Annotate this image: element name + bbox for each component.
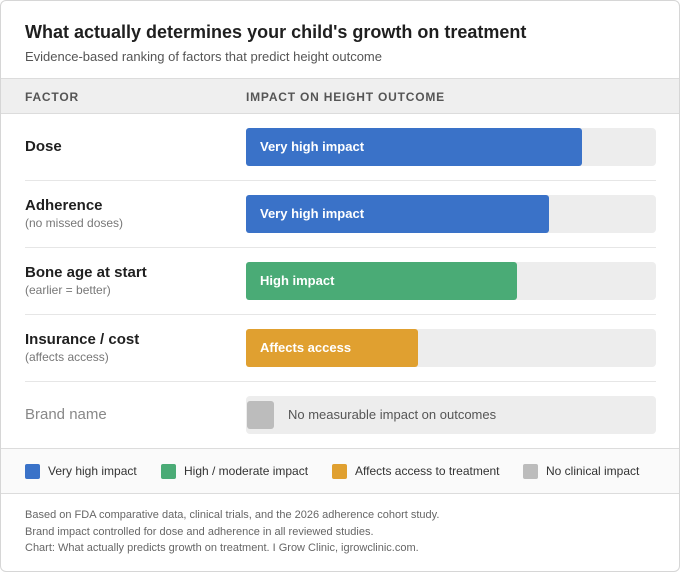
factor-cell: Bone age at start (earlier = better) (25, 248, 235, 314)
legend-label: Very high impact (48, 464, 137, 478)
chart-legend: Very high impact High / moderate impact Af… (1, 448, 679, 494)
impact-bar-track: No measurable impact on outcomes (246, 396, 656, 434)
factor-name: Dose (25, 138, 62, 155)
factor-row-dose: Dose Very high impact (25, 114, 656, 181)
legend-label: No clinical impact (546, 464, 640, 478)
factor-row-insurance-cost: Insurance / cost (affects access) Affects … (25, 315, 656, 382)
legend-label: Affects access to treatment (355, 464, 500, 478)
impact-bar-track: High impact (246, 262, 656, 300)
factor-cell: Dose (25, 114, 235, 180)
impact-bar-track: Very high impact (246, 128, 656, 166)
legend-item: No clinical impact (523, 463, 639, 479)
factor-cell: Insurance / cost (affects access) (25, 315, 235, 381)
legend-item: Affects access to treatment (332, 463, 500, 479)
chart-subtitle: Evidence-based ranking of factors that p… (25, 49, 382, 64)
impact-bar-track: Affects access (246, 329, 656, 367)
impact-bar-label: High impact (260, 273, 335, 288)
factor-note: (affects access) (25, 350, 109, 364)
factor-note: (earlier = better) (25, 283, 111, 297)
impact-bar-label: No measurable impact on outcomes (288, 407, 497, 422)
legend-swatch (25, 463, 40, 479)
factor-row-bone-age-at-start: Bone age at start (earlier = better) High … (25, 248, 656, 315)
impact-bar-track: Very high impact (246, 195, 656, 233)
legend-item: Very high impact (25, 463, 137, 479)
impact-bar-adherence: Very high impact (246, 195, 550, 233)
legend-item: High / moderate impact (161, 463, 308, 479)
impact-bar-bone-age-at-start: High impact (246, 262, 517, 300)
column-header-factor: FACTOR (25, 90, 79, 104)
chart-title: What actually determines your child's gr… (25, 22, 527, 42)
legend-swatch (523, 463, 538, 479)
chart-header: What actually determines your child's gr… (1, 1, 679, 78)
factor-cell: Brand name (25, 382, 235, 448)
factor-cell: Adherence (no missed doses) (25, 181, 235, 247)
footnote-line: Brand impact controlled for dose and adh… (25, 525, 374, 538)
legend-swatch (332, 463, 347, 479)
factor-row-adherence: Adherence (no missed doses) Very high impa… (25, 181, 656, 248)
legend-label: High / moderate impact (184, 464, 309, 478)
legend-swatch (161, 463, 176, 479)
factor-name: Brand name (25, 406, 107, 423)
factor-name: Insurance / cost (25, 331, 140, 348)
impact-bar-brand-name (247, 401, 274, 429)
impact-bar-insurance-cost: Affects access (246, 329, 419, 367)
impact-bar-dose: Very high impact (246, 128, 583, 166)
impact-bar-label: Very high impact (260, 206, 365, 221)
footnote-line: Based on FDA comparative data, clinical … (25, 509, 440, 521)
footnote-line: Chart: What actually predicts growth on … (25, 542, 419, 554)
factor-name: Adherence (25, 197, 103, 214)
impact-bar-label: Very high impact (260, 139, 365, 154)
impact-bar-label: Affects access (260, 340, 352, 355)
factor-note: (no missed doses) (25, 216, 124, 230)
factor-name: Bone age at start (25, 264, 147, 281)
footnotes: Based on FDA comparative data, clinical … (25, 507, 655, 557)
column-header-row: FACTOR IMPACT ON HEIGHT OUTCOME (1, 78, 679, 114)
column-header-impact: IMPACT ON HEIGHT OUTCOME (246, 90, 445, 104)
factor-row-brand-name: Brand name No measurable impact on outcom… (25, 382, 656, 449)
